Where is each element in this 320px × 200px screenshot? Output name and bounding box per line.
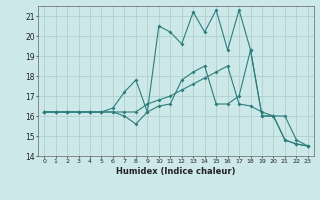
X-axis label: Humidex (Indice chaleur): Humidex (Indice chaleur) (116, 167, 236, 176)
